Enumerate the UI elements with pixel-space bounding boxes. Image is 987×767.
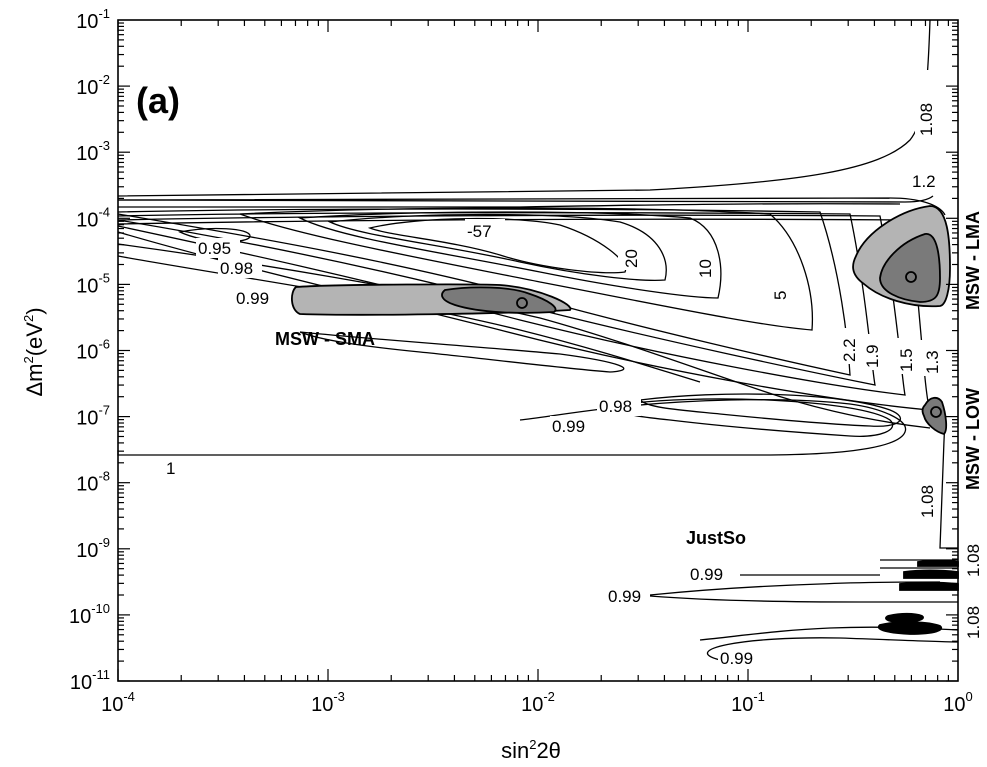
contour-1.9 [117, 212, 876, 386]
y-tick-label: 10-2 [76, 72, 110, 99]
y-tick-label: 10-3 [76, 138, 110, 165]
contour-label-0.98-b: 0.98 [599, 397, 632, 416]
x-tick-label: 100 [943, 689, 972, 716]
allowed-regions [291, 205, 959, 635]
y-tick-label: 10-5 [76, 270, 110, 297]
y-tick-label: 10-10 [69, 601, 110, 628]
contour-label-2.2: 2.2 [840, 338, 859, 362]
contour-label-0.99-b: 0.99 [552, 417, 585, 436]
region-label-low: MSW - LOW [963, 388, 983, 490]
contour-label-10: 10 [696, 259, 715, 278]
region-label-justso: JustSo [686, 528, 746, 548]
region-justso-4 [885, 612, 924, 623]
contour-label-1.08-r2: 1.08 [964, 606, 983, 639]
y-tick-label: 10-7 [76, 403, 110, 430]
contour-0.98 [117, 243, 931, 429]
contour-0.99-bottom [706, 637, 959, 661]
y-tick-label: 10-1 [76, 6, 110, 33]
x-tick-label: 10-2 [521, 689, 555, 716]
plot-frame [117, 19, 959, 682]
region-label-lma: MSW - LMA [963, 211, 983, 310]
contour-label-1.9: 1.9 [863, 344, 882, 368]
contour-label-0.95: 0.95 [198, 239, 231, 258]
contour-label-5: 5 [771, 291, 790, 300]
contour-label-1.08-r1: 1.08 [964, 544, 983, 577]
region-sma-dark [441, 286, 557, 314]
region-label-sma: MSW - SMA [275, 329, 375, 349]
x-tick-label: 10-1 [731, 689, 765, 716]
contour-2.2 [117, 208, 851, 376]
contour-labels: 1.08 1.2 -57 20 10 5 2.2 1.9 1.5 1.3 0.9… [164, 70, 984, 668]
best-fit-sma [516, 297, 528, 309]
contour-0.99b [299, 331, 625, 373]
contour-label-20: 20 [622, 249, 641, 268]
y-tick-label: 10-4 [76, 204, 110, 231]
contour-label-1: 1 [166, 459, 175, 478]
contour-1 [117, 398, 907, 456]
contour-label-0.99: 0.99 [236, 289, 269, 308]
contour-label-1.08-mid: 1.08 [918, 485, 937, 518]
best-fit-points [516, 271, 942, 418]
y-tick-label: 10-8 [76, 469, 110, 496]
contour-57 [367, 217, 627, 274]
y-tick-label: 10-11 [70, 667, 110, 694]
y-tick-label: 10-9 [76, 535, 110, 562]
contour-1.2 [117, 197, 946, 216]
axes: 10-4 10-3 10-2 10-1 100 10-1 10-2 10-3 10-4 10-5 1… [69, 6, 973, 716]
contour-1.08-top [117, 19, 931, 197]
contour-label-0.99-e: 0.99 [720, 649, 753, 668]
y-tick-label: 10-6 [76, 337, 110, 364]
region-lma-dark [879, 233, 941, 303]
contour-label-0.98: 0.98 [220, 259, 253, 278]
x-tick-label: 10-3 [311, 689, 345, 716]
contour-label-1.2: 1.2 [912, 172, 936, 191]
region-justso-3 [899, 581, 959, 591]
contour-label-0.99-d: 0.99 [608, 587, 641, 606]
region-justso-5 [877, 621, 943, 635]
contour-5 [239, 207, 814, 331]
contour-label-1.08-top: 1.08 [917, 103, 936, 136]
contour-0.98-loop [638, 393, 902, 427]
contour-1.5 [117, 214, 906, 396]
contour-label-0.99-c: 0.99 [690, 565, 723, 584]
region-justso-2 [903, 569, 959, 579]
contour-20 [327, 213, 667, 281]
y-axis-label: Δm2(eV2) [21, 307, 47, 396]
x-tick-label: 10-4 [101, 689, 135, 716]
best-fit-lma [905, 271, 917, 283]
contour-lines [117, 19, 959, 661]
contour-label-1.3: 1.3 [923, 350, 942, 374]
contour-label-1.5: 1.5 [897, 348, 916, 372]
best-fit-low [930, 406, 942, 418]
panel-label: (a) [136, 80, 180, 121]
x-axis-label: sin22θ [501, 737, 561, 763]
contour-justso-3 [649, 595, 958, 603]
contour-label-57: -57 [467, 222, 492, 241]
contour-justso-2 [649, 581, 941, 596]
contour-boundary-lower [118, 203, 901, 208]
